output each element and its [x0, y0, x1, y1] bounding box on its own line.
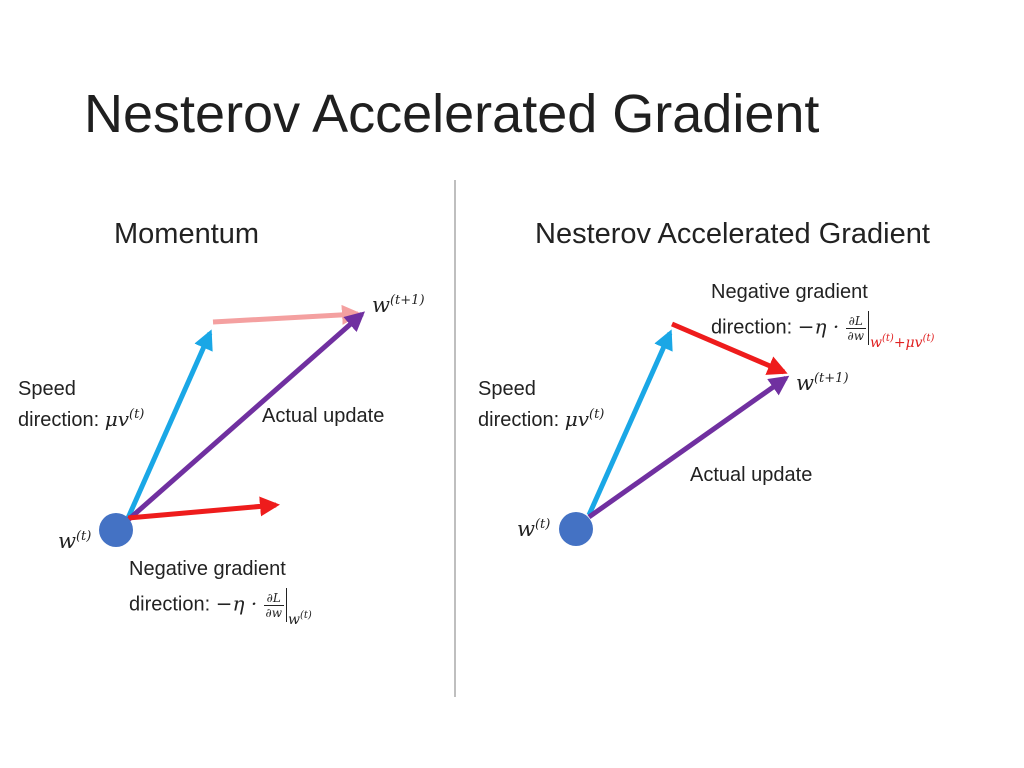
nesterov-actual-update-arrow [587, 375, 790, 520]
momentum-neg-grad-line2: direction: −η · ∂L ∂w w(t) [129, 588, 312, 633]
momentum-eval-bar [286, 588, 288, 622]
nesterov-eval-plus-mu-v: +μv [893, 335, 923, 352]
nesterov-speed-arrow [586, 329, 673, 517]
momentum-w-next-base: w [372, 293, 390, 317]
momentum-neg-grad-coef: −η · [215, 591, 264, 616]
momentum-speed-line1: Speed [18, 378, 76, 400]
momentum-neg-grad-line1: Negative gradient [129, 558, 286, 580]
nesterov-neg-grad-direction-text: direction: [711, 316, 798, 339]
momentum-current-point [99, 513, 133, 547]
nesterov-w-t-base: w [517, 517, 535, 541]
momentum-gradient-step-arrow [212, 304, 362, 325]
nesterov-speed-line2: direction: μv(t) [478, 402, 604, 433]
nesterov-w-t-label: w(t) [517, 512, 550, 542]
momentum-frac-den: ∂w [265, 605, 283, 620]
nesterov-eval-point: w(t)+μv(t) [870, 333, 935, 352]
momentum-actual-update-label: Actual update [262, 405, 385, 427]
momentum-eval-point: w(t) [288, 610, 312, 629]
momentum-w-t-label: w(t) [58, 524, 91, 554]
momentum-eval-base: w [288, 612, 300, 629]
slide-title: Nesterov Accelerated Gradient [84, 84, 820, 144]
nesterov-negative-gradient-label: Negative gradient direction: −η · ∂L ∂w w(… [711, 279, 934, 356]
momentum-w-t-sup: (t) [75, 529, 92, 544]
momentum-speed-math-sup: (t) [129, 407, 145, 422]
momentum-negative-gradient-label: Negative gradient direction: −η · ∂L ∂w w(… [129, 556, 312, 633]
momentum-partial-fraction: ∂L ∂w [263, 591, 285, 620]
nesterov-eval-v-sup: (t) [922, 333, 935, 345]
nesterov-heading: Nesterov Accelerated Gradient [535, 218, 930, 250]
nesterov-neg-grad-line2: direction: −η · ∂L ∂w w(t)+μv(t) [711, 311, 934, 356]
nesterov-speed-direction-text: direction: [478, 409, 565, 431]
nesterov-current-point [559, 512, 593, 546]
nesterov-w-next-sup: (t+1) [813, 371, 849, 386]
nesterov-w-next-base: w [796, 371, 814, 395]
momentum-speed-arrow [125, 329, 213, 520]
momentum-actual-update-arrow [126, 311, 366, 522]
momentum-w-next-sup: (t+1) [389, 293, 425, 308]
nesterov-neg-grad-line1: Negative gradient [711, 281, 868, 303]
momentum-frac-num: ∂L [263, 591, 285, 606]
nesterov-frac-den: ∂w [847, 328, 865, 343]
nesterov-neg-grad-coef: −η · [797, 314, 846, 339]
momentum-speed-direction-text: direction: [18, 409, 105, 431]
momentum-speed-label: Speed direction: μv(t) [18, 376, 144, 433]
nesterov-eval-w-sup: (t) [882, 333, 894, 345]
momentum-speed-math: μv [104, 407, 130, 431]
nesterov-w-next-label: w(t+1) [796, 366, 849, 396]
nesterov-partial-fraction: ∂L ∂w [845, 314, 867, 343]
momentum-w-next-label: w(t+1) [372, 288, 425, 318]
momentum-w-t-base: w [58, 529, 76, 553]
momentum-eval-sup: (t) [300, 610, 312, 622]
nesterov-w-t-sup: (t) [534, 517, 551, 532]
nesterov-eval-bar [868, 311, 870, 345]
nesterov-speed-label: Speed direction: μv(t) [478, 376, 604, 433]
momentum-negative-gradient-arrow [127, 496, 280, 521]
nesterov-speed-line1: Speed [478, 378, 536, 400]
nesterov-speed-math: μv [564, 407, 590, 431]
nesterov-speed-math-sup: (t) [589, 407, 605, 422]
nesterov-negative-gradient-arrow [671, 321, 788, 375]
nesterov-actual-update-label: Actual update [690, 464, 813, 486]
momentum-heading: Momentum [114, 218, 260, 250]
momentum-neg-grad-direction-text: direction: [129, 593, 216, 616]
nesterov-eval-w: w [870, 335, 882, 352]
nesterov-frac-num: ∂L [845, 314, 867, 329]
momentum-speed-line2: direction: μv(t) [18, 402, 144, 433]
